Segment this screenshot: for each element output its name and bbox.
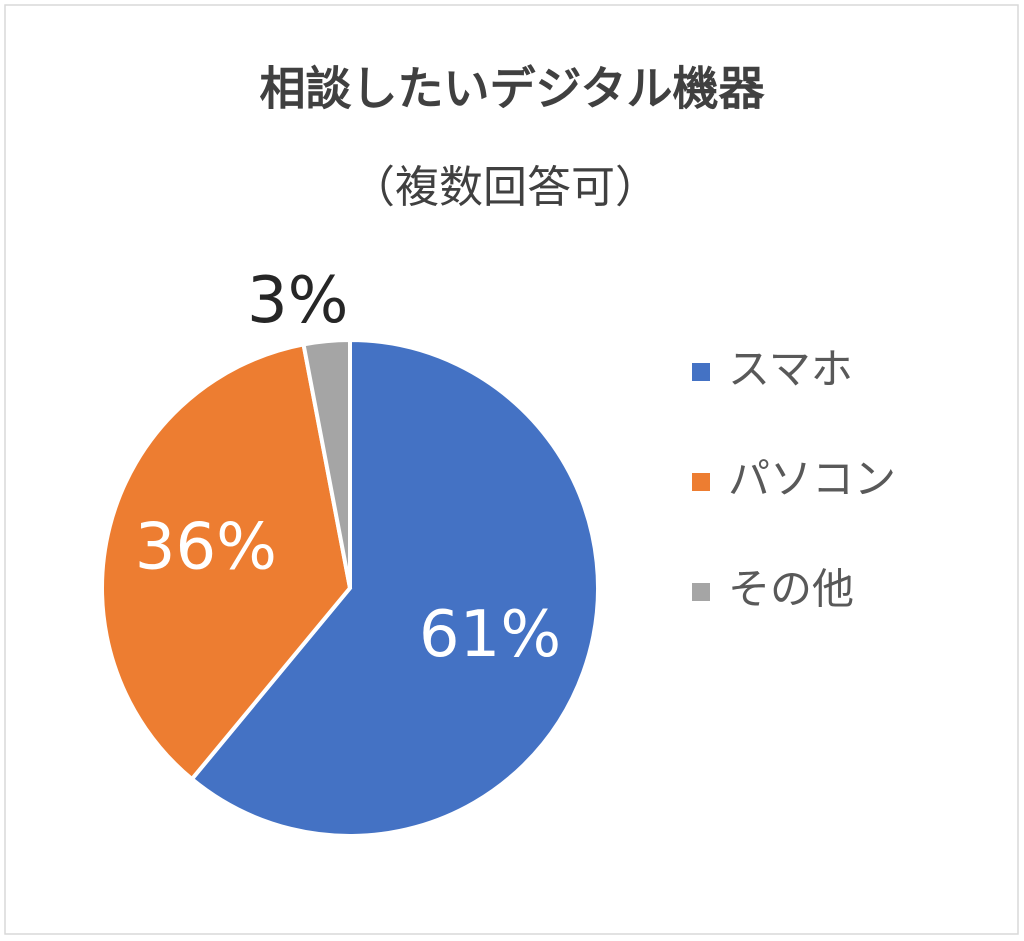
pie-slice [301, 337, 352, 589]
chart-subtitle: （複数回答可） [351, 162, 659, 213]
pie-slice [189, 337, 600, 838]
legend-label: その他 [728, 565, 854, 614]
legend-label: スマホ [728, 345, 853, 394]
legend-label: パソコン [728, 455, 896, 504]
data-label: 36% [135, 511, 277, 585]
legend-swatch [692, 583, 710, 601]
legend-swatch [692, 473, 710, 491]
data-label: 61% [419, 598, 561, 672]
data-label: 3% [247, 264, 349, 338]
legend-swatch [692, 363, 710, 381]
pie-slice [100, 342, 353, 782]
chart-title: 相談したいデジタル機器 [259, 62, 765, 116]
